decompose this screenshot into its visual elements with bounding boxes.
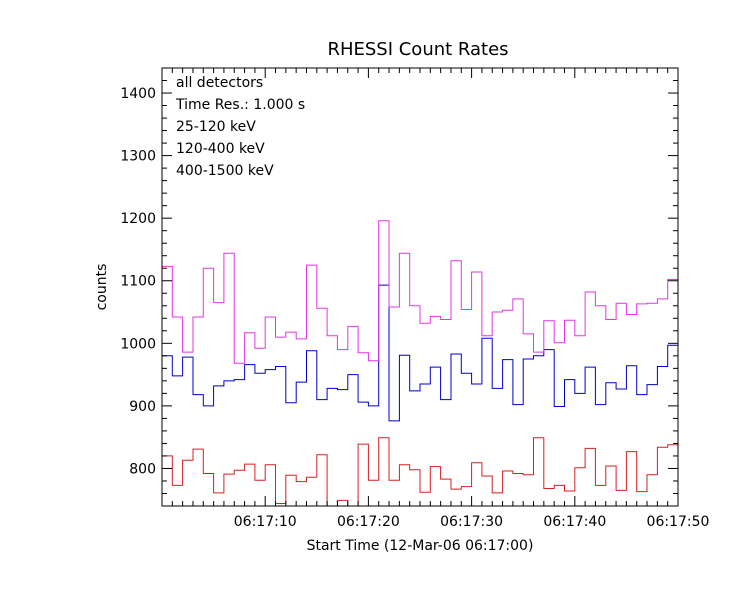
x-tick-label: 06:17:20 xyxy=(337,514,400,530)
y-tick-label: 1200 xyxy=(120,211,156,227)
tick-layer: 06:17:10 06:17:20 06:17:30 06:17:40 06:17:50… xyxy=(120,67,710,530)
legend-label-400-1500: 400-1500 keV xyxy=(176,163,274,179)
series-line-0 xyxy=(162,284,678,422)
series-line-1 xyxy=(162,220,678,364)
y-tick-label: 1100 xyxy=(120,274,156,290)
x-tick-label: 06:17:30 xyxy=(440,514,503,530)
x-tick-label: 06:17:10 xyxy=(234,514,297,530)
series-layer xyxy=(162,220,678,506)
annotation-detectors: all detectors xyxy=(176,75,263,91)
y-tick-label: 1300 xyxy=(120,149,156,165)
annotation-time-res: Time Res.: 1.000 s xyxy=(175,97,305,113)
y-tick-label: 800 xyxy=(129,461,156,477)
legend-label-25-120: 25-120 keV xyxy=(176,119,256,135)
series-line-2 xyxy=(162,437,678,506)
x-axis-label: Start Time (12-Mar-06 06:17:00) xyxy=(307,538,534,554)
legend-label-120-400: 120-400 keV xyxy=(176,141,265,157)
x-tick-label: 06:17:50 xyxy=(647,514,710,530)
y-tick-label: 1000 xyxy=(120,336,156,352)
chart-title: RHESSI Count Rates xyxy=(327,39,508,60)
y-tick-label: 1400 xyxy=(120,86,156,102)
x-tick-label: 06:17:40 xyxy=(543,514,606,530)
y-axis-label: counts xyxy=(94,264,110,311)
y-tick-label: 900 xyxy=(129,399,156,415)
